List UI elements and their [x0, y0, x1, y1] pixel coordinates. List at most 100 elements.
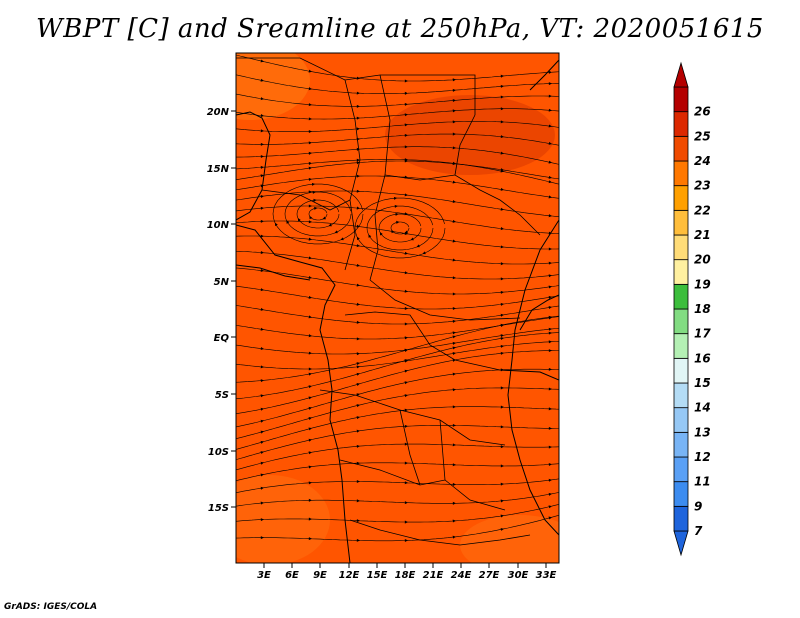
streamline-arrow — [308, 166, 312, 170]
streamline-arrow — [452, 319, 456, 323]
streamline-arrow — [404, 289, 408, 293]
streamline-arrow — [548, 407, 552, 411]
colorbar-label: 24 — [694, 154, 711, 168]
streamline-arrow — [452, 405, 456, 409]
streamline-arrow — [394, 204, 398, 208]
streamline-arrow — [368, 234, 372, 238]
colorbar-label: 15 — [694, 376, 711, 390]
streamline — [236, 315, 559, 383]
streamline-arrow — [379, 232, 383, 236]
streamline-arrow — [500, 168, 504, 172]
streamline-arrow — [452, 346, 456, 350]
streamline-arrow — [404, 424, 408, 428]
streamline-arrow — [356, 538, 360, 542]
streamline-arrow — [356, 337, 360, 341]
colorbar-label: 22 — [694, 203, 711, 217]
streamline-arrow — [548, 462, 552, 466]
streamline-arrow — [356, 444, 360, 448]
streamline-arrow — [500, 187, 504, 191]
map-frame — [235, 52, 560, 564]
colorbar-segment — [673, 456, 689, 483]
streamline-arrow — [548, 327, 552, 331]
colorbar-max-arrow — [673, 61, 689, 88]
streamline — [236, 285, 559, 310]
streamline-arrow — [548, 94, 552, 98]
lon-label: 33E — [536, 570, 557, 581]
streamline-arrow — [356, 404, 360, 408]
streamline-arrow — [500, 351, 504, 355]
streamline-arrow — [404, 442, 408, 446]
streamline-arrow — [500, 514, 504, 518]
streamline-arrow — [452, 99, 456, 103]
streamline-arrow — [260, 461, 264, 465]
streamline-arrow — [395, 212, 399, 216]
streamline-arrow — [500, 336, 504, 340]
streamline-arrow — [308, 141, 312, 145]
streamline-arrow — [404, 322, 408, 326]
streamline — [236, 121, 559, 132]
longitude-labels: 3E 6E 9E 12E 15E 18E 21E 24E 27E 30E 33E — [257, 563, 557, 581]
lat-label: 15N — [207, 164, 230, 175]
colorbar-label: 16 — [694, 351, 711, 365]
streamline-arrow — [308, 372, 312, 376]
streamline-arrow — [260, 142, 264, 146]
streamline-arrow — [314, 206, 318, 210]
streamline-arrow — [260, 269, 264, 273]
streamline-arrow — [356, 127, 360, 131]
streamline-arrow — [356, 479, 360, 484]
streamline-arrow — [500, 482, 504, 486]
colorbar-segment — [673, 505, 689, 532]
colorbar-label: 9 — [694, 499, 702, 513]
streamline-arrow — [356, 104, 360, 108]
streamline-arrow — [548, 180, 552, 184]
streamline-arrow — [500, 227, 504, 231]
streamline-arrow — [500, 527, 504, 531]
streamline — [236, 159, 559, 185]
streamline-arrow — [500, 151, 504, 155]
streamline-arrow — [548, 340, 552, 344]
streamline-arrow — [356, 189, 360, 193]
streamline-arrow — [260, 379, 264, 383]
streamline-arrow — [260, 174, 264, 178]
streamline-arrow — [260, 473, 264, 477]
streamline-arrow — [452, 146, 456, 150]
streamline-arrow — [308, 451, 312, 455]
streamline-arrow — [260, 419, 264, 423]
streamline-arrow — [328, 223, 332, 227]
streamline-arrow — [260, 307, 264, 311]
streamline-arrow — [404, 501, 408, 505]
wbpt-low-area — [236, 475, 330, 563]
streamline-arrow — [548, 124, 552, 128]
streamline-arrow — [260, 114, 264, 118]
streamline-arrow — [548, 82, 552, 86]
lat-label: 15S — [208, 503, 229, 514]
streamline-arrow — [452, 388, 456, 392]
streamline-arrow — [548, 306, 552, 310]
streamline-arrow — [404, 481, 408, 485]
streamline-arrow — [356, 320, 360, 324]
lon-label: 15E — [367, 570, 388, 581]
colorbar-label: 11 — [694, 475, 711, 489]
streamline-arrow — [308, 103, 312, 107]
streamline-arrow — [422, 251, 426, 255]
streamline-arrow — [548, 247, 552, 251]
streamline-arrow — [452, 162, 456, 166]
streamline-arrow — [548, 108, 552, 112]
streamline-arrow — [404, 461, 408, 465]
streamline-arrow — [260, 365, 264, 369]
streamline-arrow — [452, 132, 456, 136]
streamline-arrow — [356, 362, 360, 366]
streamline-arrow — [308, 438, 312, 442]
streamline-arrow — [548, 285, 552, 289]
streamline-arrow — [260, 394, 264, 398]
streamline-arrow — [452, 331, 456, 335]
streamline-arrow — [308, 396, 312, 400]
streamline-arrow — [260, 327, 264, 331]
streamline-arrow — [404, 336, 408, 340]
streamline — [236, 205, 559, 234]
streamline-arrow — [260, 440, 264, 444]
streamline — [236, 160, 559, 180]
streamline-arrow — [452, 306, 456, 310]
streamline-arrow — [356, 244, 360, 248]
lon-label: 9E — [313, 570, 327, 581]
